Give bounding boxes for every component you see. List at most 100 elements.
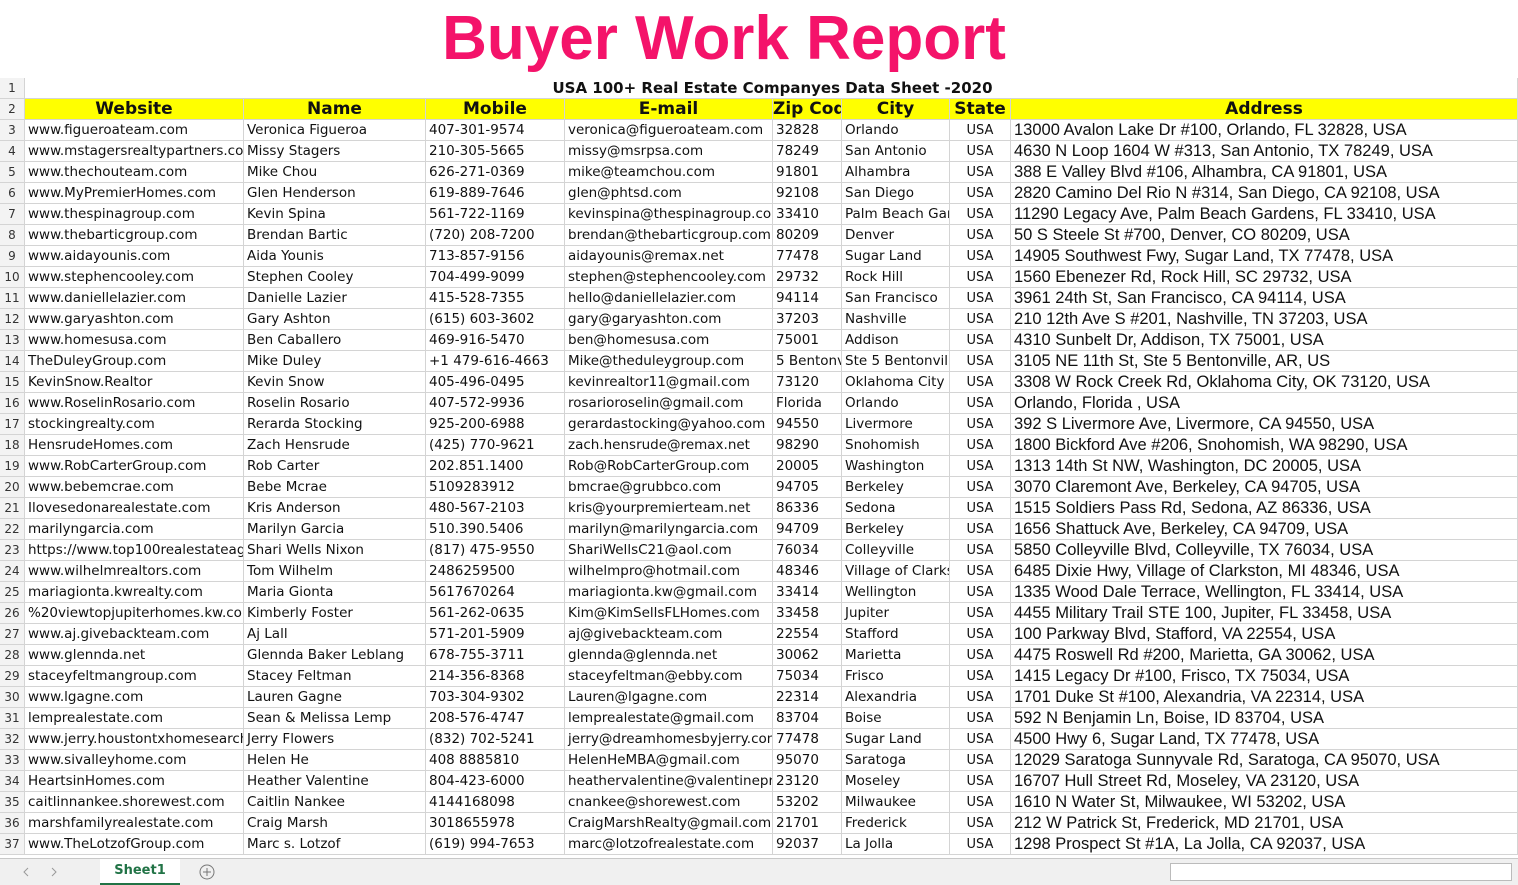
cell: 94550 — [773, 414, 842, 435]
cell: 4310 Sunbelt Dr, Addison, TX 75001, USA — [1011, 330, 1518, 351]
report-title: Buyer Work Report — [442, 4, 1006, 73]
cell: wilhelmpro@hotmail.com — [565, 561, 773, 582]
row-number: 33 — [0, 750, 25, 771]
cell: 4455 Military Trail STE 100, Jupiter, FL… — [1011, 603, 1518, 624]
cell: 5 Bentonvi — [773, 351, 842, 372]
cell: Maria Gionta — [244, 582, 426, 603]
row-number: 14 — [0, 351, 25, 372]
cell: 1701 Duke St #100, Alexandria, VA 22314,… — [1011, 687, 1518, 708]
cell: 678-755-3711 — [426, 645, 565, 666]
cell: 626-271-0369 — [426, 162, 565, 183]
cell: 37203 — [773, 309, 842, 330]
cell: Snohomish — [842, 435, 950, 456]
cell: USA — [950, 204, 1011, 225]
cell: 804-423-6000 — [426, 771, 565, 792]
cell: 1610 N Water St, Milwaukee, WI 53202, US… — [1011, 792, 1518, 813]
cell: HeartsinHomes.com — [25, 771, 244, 792]
cell: Ste 5 Bentonville — [842, 351, 950, 372]
cell: USA — [950, 498, 1011, 519]
cell: Berkeley — [842, 519, 950, 540]
cell: 11290 Legacy Ave, Palm Beach Gardens, FL… — [1011, 204, 1518, 225]
cell: 6485 Dixie Hwy, Village of Clarkston, MI… — [1011, 561, 1518, 582]
cell: 1656 Shattuck Ave, Berkeley, CA 94709, U… — [1011, 519, 1518, 540]
row-number: 26 — [0, 603, 25, 624]
cell: 48346 — [773, 561, 842, 582]
cell: www.jerry.houstontxhomesearche — [25, 729, 244, 750]
cell: www.lgagne.com — [25, 687, 244, 708]
cell: Ilovesedonarealestate.com — [25, 498, 244, 519]
cell: Colleyville — [842, 540, 950, 561]
cell: Kevin Spina — [244, 204, 426, 225]
column-header: Address — [1011, 99, 1518, 120]
cell: Nashville — [842, 309, 950, 330]
cell: 16707 Hull Street Rd, Moseley, VA 23120,… — [1011, 771, 1518, 792]
cell: 3018655978 — [426, 813, 565, 834]
cell: USA — [950, 645, 1011, 666]
cell: USA — [950, 456, 1011, 477]
cell: Missy Stagers — [244, 141, 426, 162]
cell: Moseley — [842, 771, 950, 792]
horizontal-scrollbar[interactable] — [1170, 863, 1512, 881]
cell: 571-201-5909 — [426, 624, 565, 645]
cell: Orlando — [842, 120, 950, 141]
cell: 3070 Claremont Ave, Berkeley, CA 94705, … — [1011, 477, 1518, 498]
cell: www.aidayounis.com — [25, 246, 244, 267]
cell: %20viewtopjupiterhomes.kw.co — [25, 603, 244, 624]
cell: Shari Wells Nixon — [244, 540, 426, 561]
cell: USA — [950, 729, 1011, 750]
cell: USA — [950, 246, 1011, 267]
cell: marilyn@marilyngarcia.com — [565, 519, 773, 540]
cell: Bebe Mcrae — [244, 477, 426, 498]
cell: USA — [950, 771, 1011, 792]
tab-nav[interactable] — [10, 859, 100, 885]
cell: 405-496-0495 — [426, 372, 565, 393]
cell: staceyfeltman@ebby.com — [565, 666, 773, 687]
cell: Boise — [842, 708, 950, 729]
cell: 1298 Prospect St #1A, La Jolla, CA 92037… — [1011, 834, 1518, 855]
cell: Caitlin Nankee — [244, 792, 426, 813]
cell: La Jolla — [842, 834, 950, 855]
cell: USA — [950, 582, 1011, 603]
cell: 469-916-5470 — [426, 330, 565, 351]
row-number: 16 — [0, 393, 25, 414]
column-header: Name — [244, 99, 426, 120]
cell: 33414 — [773, 582, 842, 603]
column-header: E-mail — [565, 99, 773, 120]
cell: Lauren@lgagne.com — [565, 687, 773, 708]
row-number: 23 — [0, 540, 25, 561]
cell: 713-857-9156 — [426, 246, 565, 267]
cell: USA — [950, 351, 1011, 372]
cell: www.glennda.net — [25, 645, 244, 666]
cell: 21701 — [773, 813, 842, 834]
cell: (832) 702-5241 — [426, 729, 565, 750]
cell: Oklahoma City — [842, 372, 950, 393]
cell: Mike@theduleygroup.com — [565, 351, 773, 372]
row-number: 11 — [0, 288, 25, 309]
cell: 94114 — [773, 288, 842, 309]
add-sheet-button[interactable] — [197, 862, 217, 882]
cell: Roselin Rosario — [244, 393, 426, 414]
cell: Marilyn Garcia — [244, 519, 426, 540]
cell: marilyngarcia.com — [25, 519, 244, 540]
cell: Addison — [842, 330, 950, 351]
cell: 4475 Roswell Rd #200, Marietta, GA 30062… — [1011, 645, 1518, 666]
cell: 83704 — [773, 708, 842, 729]
cell: www.garyashton.com — [25, 309, 244, 330]
cell: missy@msrpsa.com — [565, 141, 773, 162]
cell: Frisco — [842, 666, 950, 687]
cell: www.thespinagroup.com — [25, 204, 244, 225]
cell: www.wilhelmrealtors.com — [25, 561, 244, 582]
cell: www.stephencooley.com — [25, 267, 244, 288]
cell: Tom Wilhelm — [244, 561, 426, 582]
cell: www.MyPremierHomes.com — [25, 183, 244, 204]
cell: 75001 — [773, 330, 842, 351]
cell: glen@phtsd.com — [565, 183, 773, 204]
cell: 73120 — [773, 372, 842, 393]
cell: 5850 Colleyville Blvd, Colleyville, TX 7… — [1011, 540, 1518, 561]
cell: gary@garyashton.com — [565, 309, 773, 330]
cell: USA — [950, 813, 1011, 834]
cell: USA — [950, 561, 1011, 582]
sheet-tab[interactable]: Sheet1 — [100, 859, 180, 885]
cell: 214-356-8368 — [426, 666, 565, 687]
cell: (615) 603-3602 — [426, 309, 565, 330]
